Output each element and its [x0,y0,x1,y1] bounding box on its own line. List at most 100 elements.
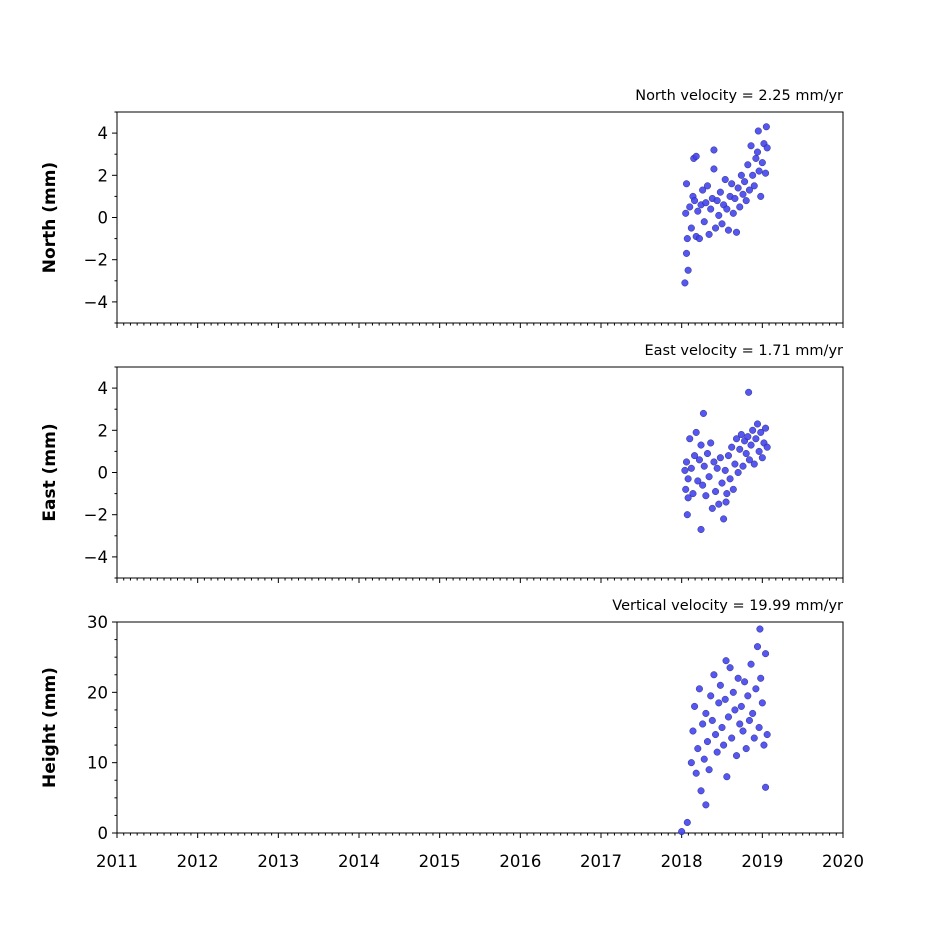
north-x-ticks [116,323,844,328]
east-data-point [737,431,745,439]
height-data-point [683,818,691,826]
height-data-point [687,759,695,767]
north-data-point [741,178,749,186]
height-y-tick-label: 10 [87,754,108,773]
height-data-point [731,706,739,714]
height-data-point [707,692,715,700]
height-data-point [762,650,770,658]
height-data-point [760,741,768,749]
height-data-point [705,766,713,774]
height-x-tick-label: 2020 [822,852,864,871]
height-data-point [763,731,771,739]
height-y-ticks: 0 10 20 30 [87,613,117,843]
north-data-point [728,180,736,188]
north-data-point [686,203,694,211]
east-data-point [742,450,750,458]
east-data-point [710,458,718,466]
height-y-tick-label: 0 [98,824,109,843]
height-data-point [752,685,760,693]
height-data-point [724,713,732,721]
height-data-point [757,674,765,682]
east-data-point [724,452,732,460]
east-data-point [733,435,741,443]
east-x-ticks [116,578,844,583]
north-data-point [692,152,700,160]
north-data-point [754,127,762,135]
east-data-point [755,447,763,455]
east-data-point [707,439,715,447]
east-data-point [705,473,713,481]
height-data-point [762,783,770,791]
height-data-point [700,755,708,763]
east-data-points [681,388,771,533]
north-data-point [731,195,739,203]
height-data-point [749,709,757,717]
height-data-point [739,727,747,735]
east-data-point [699,409,707,417]
east-y-tick-label: 0 [98,464,109,483]
east-data-point [734,469,742,477]
height-data-point [718,724,726,732]
north-data-point [742,197,750,205]
height-data-point [699,720,707,728]
height-data-point [708,716,716,724]
north-data-point [683,180,691,188]
height-data-point [750,734,758,742]
east-data-point [728,443,736,451]
height-x-tick-label: 2012 [177,852,219,871]
east-data-point [708,504,716,512]
east-data-point [695,456,703,464]
east-y-tick-label: −2 [84,506,108,525]
height-x-tick-label: 2015 [419,852,461,871]
north-data-point [702,199,710,207]
east-y-tick-label: 4 [98,379,109,398]
north-data-point [695,235,703,243]
east-data-point [699,481,707,489]
north-y-tick-label: 4 [98,124,109,143]
east-data-point [721,466,729,474]
east-data-point [694,477,702,485]
east-data-point [731,460,739,468]
height-data-point [753,643,761,651]
east-y-tick-label: −4 [84,548,108,567]
east-data-point [683,458,691,466]
north-data-point [712,224,720,232]
north-data-point [683,235,691,243]
east-data-point [687,464,695,472]
north-y-tick-label: −4 [84,293,108,312]
height-x-tick-label: 2013 [257,852,299,871]
height-data-point [726,664,734,672]
east-data-point [682,485,690,493]
height-data-point [697,787,705,795]
north-data-point [747,142,755,150]
north-data-point [762,169,770,177]
east-data-point [697,525,705,533]
east-data-point [712,487,720,495]
east-data-point [683,511,691,519]
height-data-point [728,734,736,742]
north-y-tick-label: −2 [84,251,108,270]
north-y-axis-label: North (mm) [40,162,60,273]
height-data-point [723,773,731,781]
height-x-tick-label: 2016 [499,852,541,871]
north-data-point [734,184,742,192]
north-data-point [739,190,747,198]
north-data-point [713,197,721,205]
north-data-point [703,182,711,190]
height-data-point [737,702,745,710]
east-data-point [726,475,734,483]
north-data-point [716,188,724,196]
height-data-point [702,801,710,809]
east-data-point [762,424,770,432]
height-data-points [678,625,771,836]
north-data-point [710,165,718,173]
north-data-point [699,186,707,194]
height-x-tick-label: 2018 [661,852,703,871]
height-data-point [729,688,737,696]
north-data-point [683,249,691,257]
height-data-point [741,678,749,686]
north-data-point [762,123,770,131]
east-data-point [744,433,752,441]
east-data-point [723,490,731,498]
